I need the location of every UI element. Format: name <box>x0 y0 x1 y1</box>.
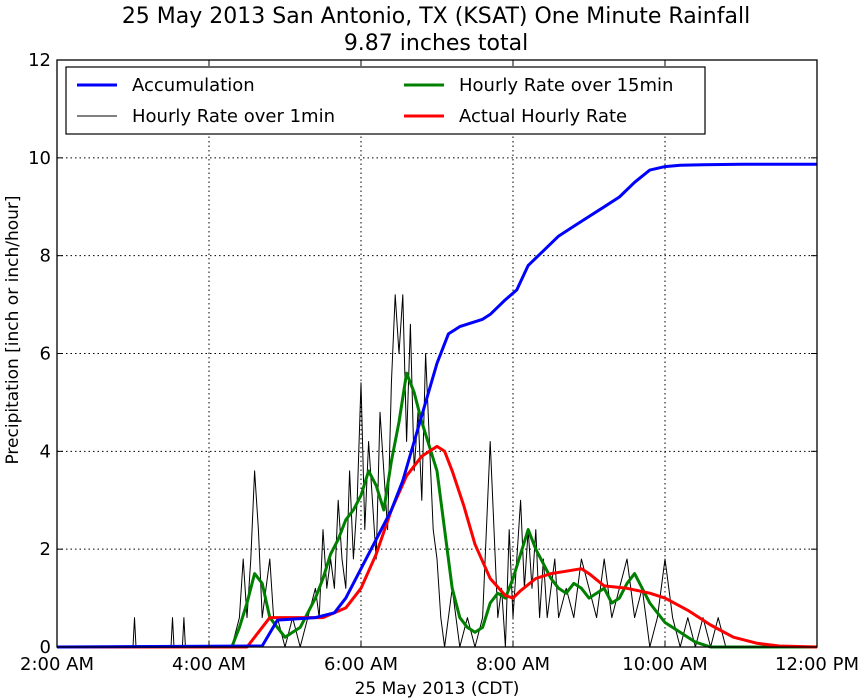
chart-subtitle: 9.87 inches total <box>344 31 528 56</box>
y-tick-label: 2 <box>40 539 51 560</box>
y-tick-label: 6 <box>40 344 51 365</box>
legend-label-1: Hourly Rate over 1min <box>132 106 335 127</box>
series-line-0 <box>56 162 817 649</box>
series-line-3 <box>57 444 818 649</box>
legend-box <box>65 66 706 135</box>
legend-label-3: Actual Hourly Rate <box>459 106 627 127</box>
y-axis: 0 2 4 6 8 10 12 <box>28 50 817 658</box>
x-tick-label: 4:00 AM <box>172 654 246 675</box>
series-group <box>56 162 818 649</box>
y-axis-label: Precipitation [inch or inch/hour] <box>3 195 23 464</box>
legend-label-0: Accumulation <box>132 75 255 96</box>
x-tick-label: 10:00 AM <box>622 654 707 675</box>
x-axis: 2:00 AM 4:00 AM 6:00 AM 8:00 AM 10:00 AM 12:0… <box>20 60 859 675</box>
y-tick-label: 10 <box>28 148 51 169</box>
legend-label-2: Hourly Rate over 15min <box>459 75 673 96</box>
x-axis-label: 25 May 2013 (CDT) <box>355 679 520 699</box>
chart-title: 25 May 2013 San Antonio, TX (KSAT) One M… <box>122 4 750 29</box>
y-tick-label: 12 <box>28 50 51 71</box>
y-tick-label: 8 <box>40 246 51 267</box>
y-tick-label: 0 <box>40 637 51 658</box>
x-tick-label: 8:00 AM <box>476 654 550 675</box>
grid-lines <box>57 60 817 647</box>
x-tick-label: 6:00 AM <box>324 654 398 675</box>
y-tick-label: 4 <box>40 441 51 462</box>
series-line-2 <box>57 371 817 649</box>
legend: Accumulation Hourly Rate over 1min Hourly … <box>65 66 706 135</box>
x-tick-label: 2:00 AM <box>20 654 94 675</box>
x-tick-label: 12:00 PM <box>775 654 859 675</box>
